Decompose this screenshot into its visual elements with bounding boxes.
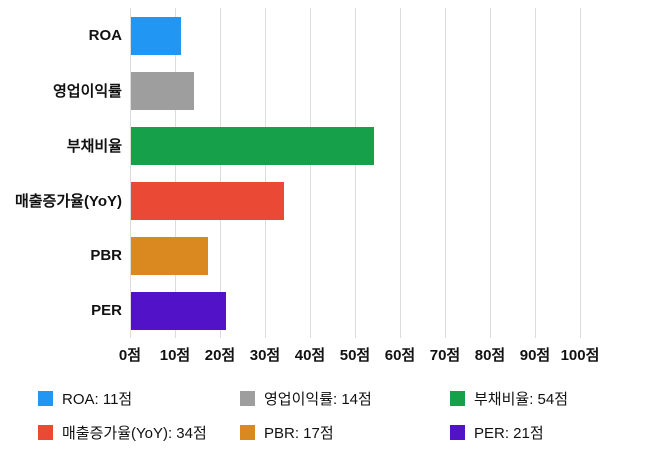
legend-item: 부채비율: 54점 (450, 388, 568, 409)
legend-label: PER: 21점 (474, 425, 544, 442)
gridline (490, 8, 491, 338)
plot-area (130, 8, 581, 338)
legend-item: ROA: 11점 (38, 388, 132, 409)
gridline (265, 8, 266, 338)
legend-swatch (240, 391, 255, 406)
legend-item: 매출증가율(YoY): 34점 (38, 422, 207, 443)
x-tick-label: 90점 (519, 347, 551, 364)
gridline (580, 8, 581, 338)
legend-item: 영업이익률: 14점 (240, 388, 372, 409)
bar-4[interactable] (131, 236, 208, 275)
legend-label: 매출증가율(YoY): 34점 (62, 425, 207, 442)
gridline (220, 8, 221, 338)
x-tick-label: 40점 (294, 347, 326, 364)
legend-item: PER: 21점 (450, 422, 544, 443)
gridline (445, 8, 446, 338)
bar-5[interactable] (131, 291, 226, 330)
category-label: ROA (88, 27, 122, 44)
x-tick-label: 50점 (339, 347, 371, 364)
bar-0[interactable] (131, 16, 181, 55)
x-tick-label: 0점 (118, 347, 142, 364)
x-tick-label: 30점 (249, 347, 281, 364)
legend-swatch (38, 391, 53, 406)
category-label: 매출증가율(YoY) (14, 193, 122, 210)
legend-item: PBR: 17점 (240, 422, 334, 443)
legend-swatch (38, 425, 53, 440)
legend-label: ROA: 11점 (62, 391, 133, 408)
gridline (310, 8, 311, 338)
bar-3[interactable] (131, 181, 284, 220)
legend-label: PBR: 17점 (264, 425, 334, 442)
legend-swatch (450, 391, 465, 406)
category-label: 부채비율 (66, 138, 122, 155)
legend-swatch (240, 425, 255, 440)
bar-2[interactable] (131, 126, 374, 165)
x-tick-label: 100점 (560, 347, 600, 364)
x-tick-label: 80점 (474, 347, 506, 364)
category-label: PER (91, 302, 122, 319)
x-tick-label: 20점 (204, 347, 236, 364)
gridline (175, 8, 176, 338)
category-label: PBR (90, 247, 122, 264)
legend-label: 영업이익률: 14점 (264, 391, 372, 408)
gridline (535, 8, 536, 338)
x-tick-label: 60점 (384, 347, 416, 364)
gridline (355, 8, 356, 338)
legend-label: 부채비율: 54점 (474, 391, 569, 408)
gridline (130, 8, 131, 338)
x-tick-label: 70점 (429, 347, 461, 364)
category-label: 영업이익률 (52, 83, 122, 100)
x-tick-label: 10점 (159, 347, 191, 364)
bar-1[interactable] (131, 71, 194, 110)
legend-swatch (450, 425, 465, 440)
gridline (400, 8, 401, 338)
